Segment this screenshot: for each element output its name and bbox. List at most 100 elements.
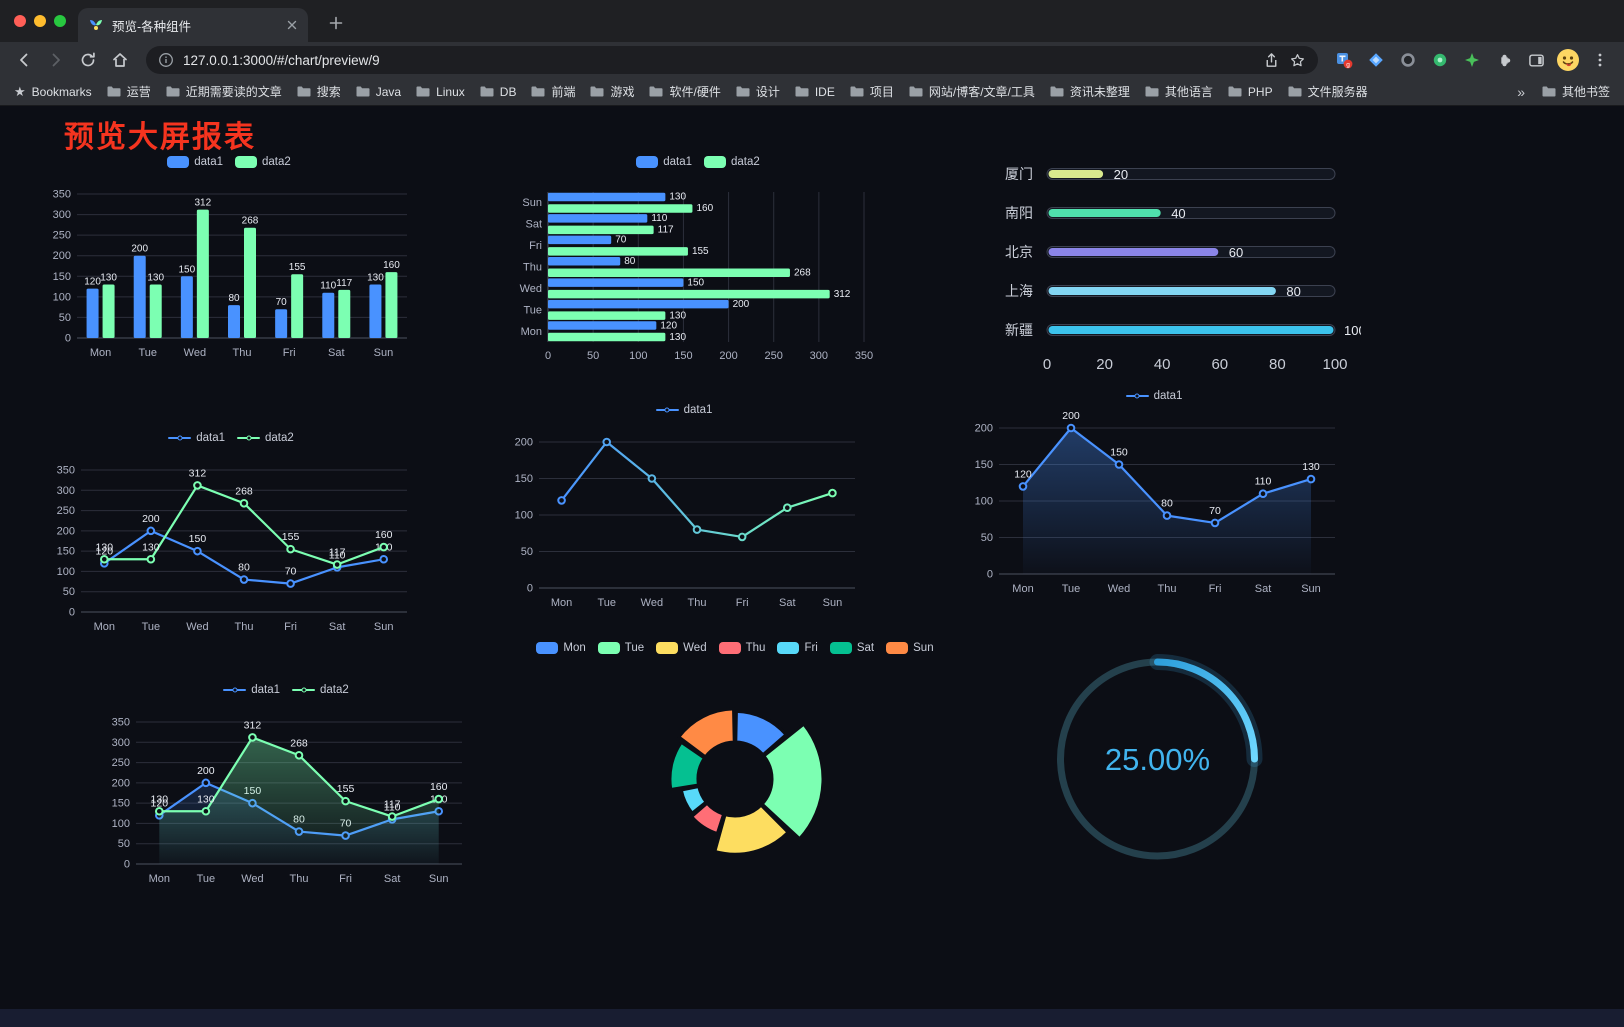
svg-text:70: 70 [1209, 505, 1221, 517]
bookmarks-home-item[interactable]: ★ Bookmarks [14, 85, 92, 99]
back-icon [20, 53, 28, 67]
bookmark-folder-item[interactable]: 游戏 [590, 83, 634, 100]
chart-legend: Mon Tue Wed Thu Fri Sat Sun [535, 642, 935, 654]
bookmark-label: Linux [436, 84, 465, 99]
svg-text:50: 50 [521, 546, 533, 558]
legend-item[interactable]: data1 [167, 156, 223, 168]
bookmark-folder-item[interactable]: PHP [1228, 85, 1273, 99]
bookmark-folder-item[interactable]: 网站/博客/文章/工具 [909, 83, 1035, 100]
legend-item[interactable]: data2 [237, 432, 294, 444]
bookmark-folder-item[interactable]: Linux [416, 85, 465, 99]
new-tab-button[interactable] [324, 11, 348, 35]
legend-item[interactable]: data1 [636, 156, 692, 168]
svg-text:Wed: Wed [641, 597, 663, 609]
bookmark-folder-item[interactable]: 项目 [850, 83, 894, 100]
svg-text:155: 155 [692, 246, 709, 257]
svg-text:60: 60 [1211, 356, 1228, 373]
close-window-button[interactable] [14, 15, 26, 27]
svg-text:北京: 北京 [1005, 244, 1033, 260]
svg-text:50: 50 [59, 312, 71, 324]
svg-text:50: 50 [981, 532, 993, 544]
forward-icon [52, 53, 60, 67]
legend-item[interactable]: data2 [704, 156, 760, 168]
reload-button[interactable] [74, 46, 102, 74]
share-icon[interactable] [1263, 52, 1280, 69]
legend-item[interactable]: Sat [829, 642, 874, 654]
address-bar[interactable]: 127.0.0.1:3000/#/chart/preview/9 [146, 46, 1318, 74]
legend-item[interactable]: data1 [655, 404, 712, 416]
svg-text:50: 50 [587, 350, 599, 362]
star-icon: ★ [14, 84, 26, 99]
bookmark-folder-item[interactable]: DB [480, 84, 517, 99]
browser-tab[interactable]: 预览-各种组件 [78, 8, 308, 42]
legend-item[interactable]: data1 [1125, 390, 1182, 402]
bookmark-folder-item[interactable]: 运营 [107, 83, 151, 100]
bookmark-folder-item[interactable]: Java [356, 85, 401, 99]
folder-icon [166, 86, 180, 97]
svg-text:70: 70 [615, 235, 627, 246]
profile-avatar[interactable] [1554, 46, 1582, 74]
bookmark-folder-item[interactable]: 文件服务器 [1288, 83, 1368, 100]
svg-text:Tue: Tue [1062, 583, 1081, 595]
svg-text:120: 120 [151, 797, 169, 809]
home-button[interactable] [106, 46, 134, 74]
bookmark-folder-item[interactable]: 其他语言 [1145, 83, 1213, 100]
bookmark-folder-item[interactable]: 前端 [531, 83, 575, 100]
svg-text:350: 350 [53, 189, 71, 201]
legend-item[interactable]: data1 [223, 684, 280, 696]
folder-icon [107, 86, 121, 97]
svg-text:50: 50 [118, 838, 130, 850]
bookmark-label: DB [499, 84, 517, 99]
bookmark-folder-item[interactable]: 近期需要读的文章 [166, 83, 282, 100]
legend-item[interactable]: Thu [718, 642, 765, 654]
extensions-puzzle-icon[interactable] [1490, 46, 1518, 74]
extension-icon-diamond[interactable] [1362, 46, 1390, 74]
bookmark-folder-item[interactable]: IDE [795, 85, 835, 99]
svg-text:268: 268 [794, 268, 811, 279]
svg-text:80: 80 [1269, 356, 1286, 373]
legend-item[interactable]: data2 [235, 156, 291, 168]
legend-item[interactable]: Wed [656, 642, 707, 654]
svg-text:200: 200 [53, 250, 71, 262]
legend-item[interactable]: Tue [597, 642, 644, 654]
svg-text:250: 250 [765, 350, 783, 362]
svg-text:80: 80 [1286, 284, 1300, 299]
bookmark-folder-item[interactable]: 搜索 [297, 83, 341, 100]
bookmark-star-icon[interactable] [1289, 52, 1306, 69]
zoom-window-button[interactable] [54, 15, 66, 27]
forward-button[interactable] [42, 46, 70, 74]
minimize-window-button[interactable] [34, 15, 46, 27]
bookmark-folder-item[interactable]: 资讯未整理 [1050, 83, 1130, 100]
side-panel-icon[interactable] [1522, 46, 1550, 74]
bookmarks-overflow-chevron[interactable]: » [1517, 83, 1525, 100]
extension-icon-translate[interactable]: g [1330, 46, 1358, 74]
bookmark-folder-item[interactable]: 软件/硬件 [649, 83, 721, 100]
back-button[interactable] [10, 46, 38, 74]
bookmark-label: 网站/博客/文章/工具 [928, 85, 1035, 99]
legend-item[interactable]: Fri [777, 642, 818, 654]
svg-text:250: 250 [53, 230, 71, 242]
extension-icon-ring[interactable] [1394, 46, 1422, 74]
legend-item[interactable]: Mon [536, 642, 586, 654]
legend-item[interactable]: data1 [168, 432, 225, 444]
extension-icon-green-star[interactable] [1458, 46, 1486, 74]
other-bookmarks-item[interactable]: 其他书签 [1542, 83, 1610, 100]
svg-text:110: 110 [384, 801, 401, 813]
svg-text:200: 200 [1062, 410, 1080, 422]
bookmark-label: 设计 [755, 85, 780, 99]
bookmark-label: 文件服务器 [1307, 85, 1368, 99]
folder-icon [480, 86, 494, 97]
svg-text:130: 130 [147, 273, 164, 284]
folder-icon [1542, 86, 1556, 97]
svg-text:Thu: Thu [233, 347, 252, 359]
tab-close-icon[interactable] [286, 19, 298, 31]
extension-icon-green-circle[interactable] [1426, 46, 1454, 74]
legend-item[interactable]: Sun [886, 642, 934, 654]
svg-text:300: 300 [112, 737, 130, 749]
url-text[interactable]: 127.0.0.1:3000/#/chart/preview/9 [183, 52, 380, 68]
menu-kebab-icon[interactable] [1586, 46, 1614, 74]
bookmark-folder-item[interactable]: 设计 [736, 83, 780, 100]
site-info-icon[interactable] [158, 52, 174, 68]
bookmark-label: 其他书签 [1561, 85, 1610, 99]
legend-item[interactable]: data2 [292, 684, 349, 696]
